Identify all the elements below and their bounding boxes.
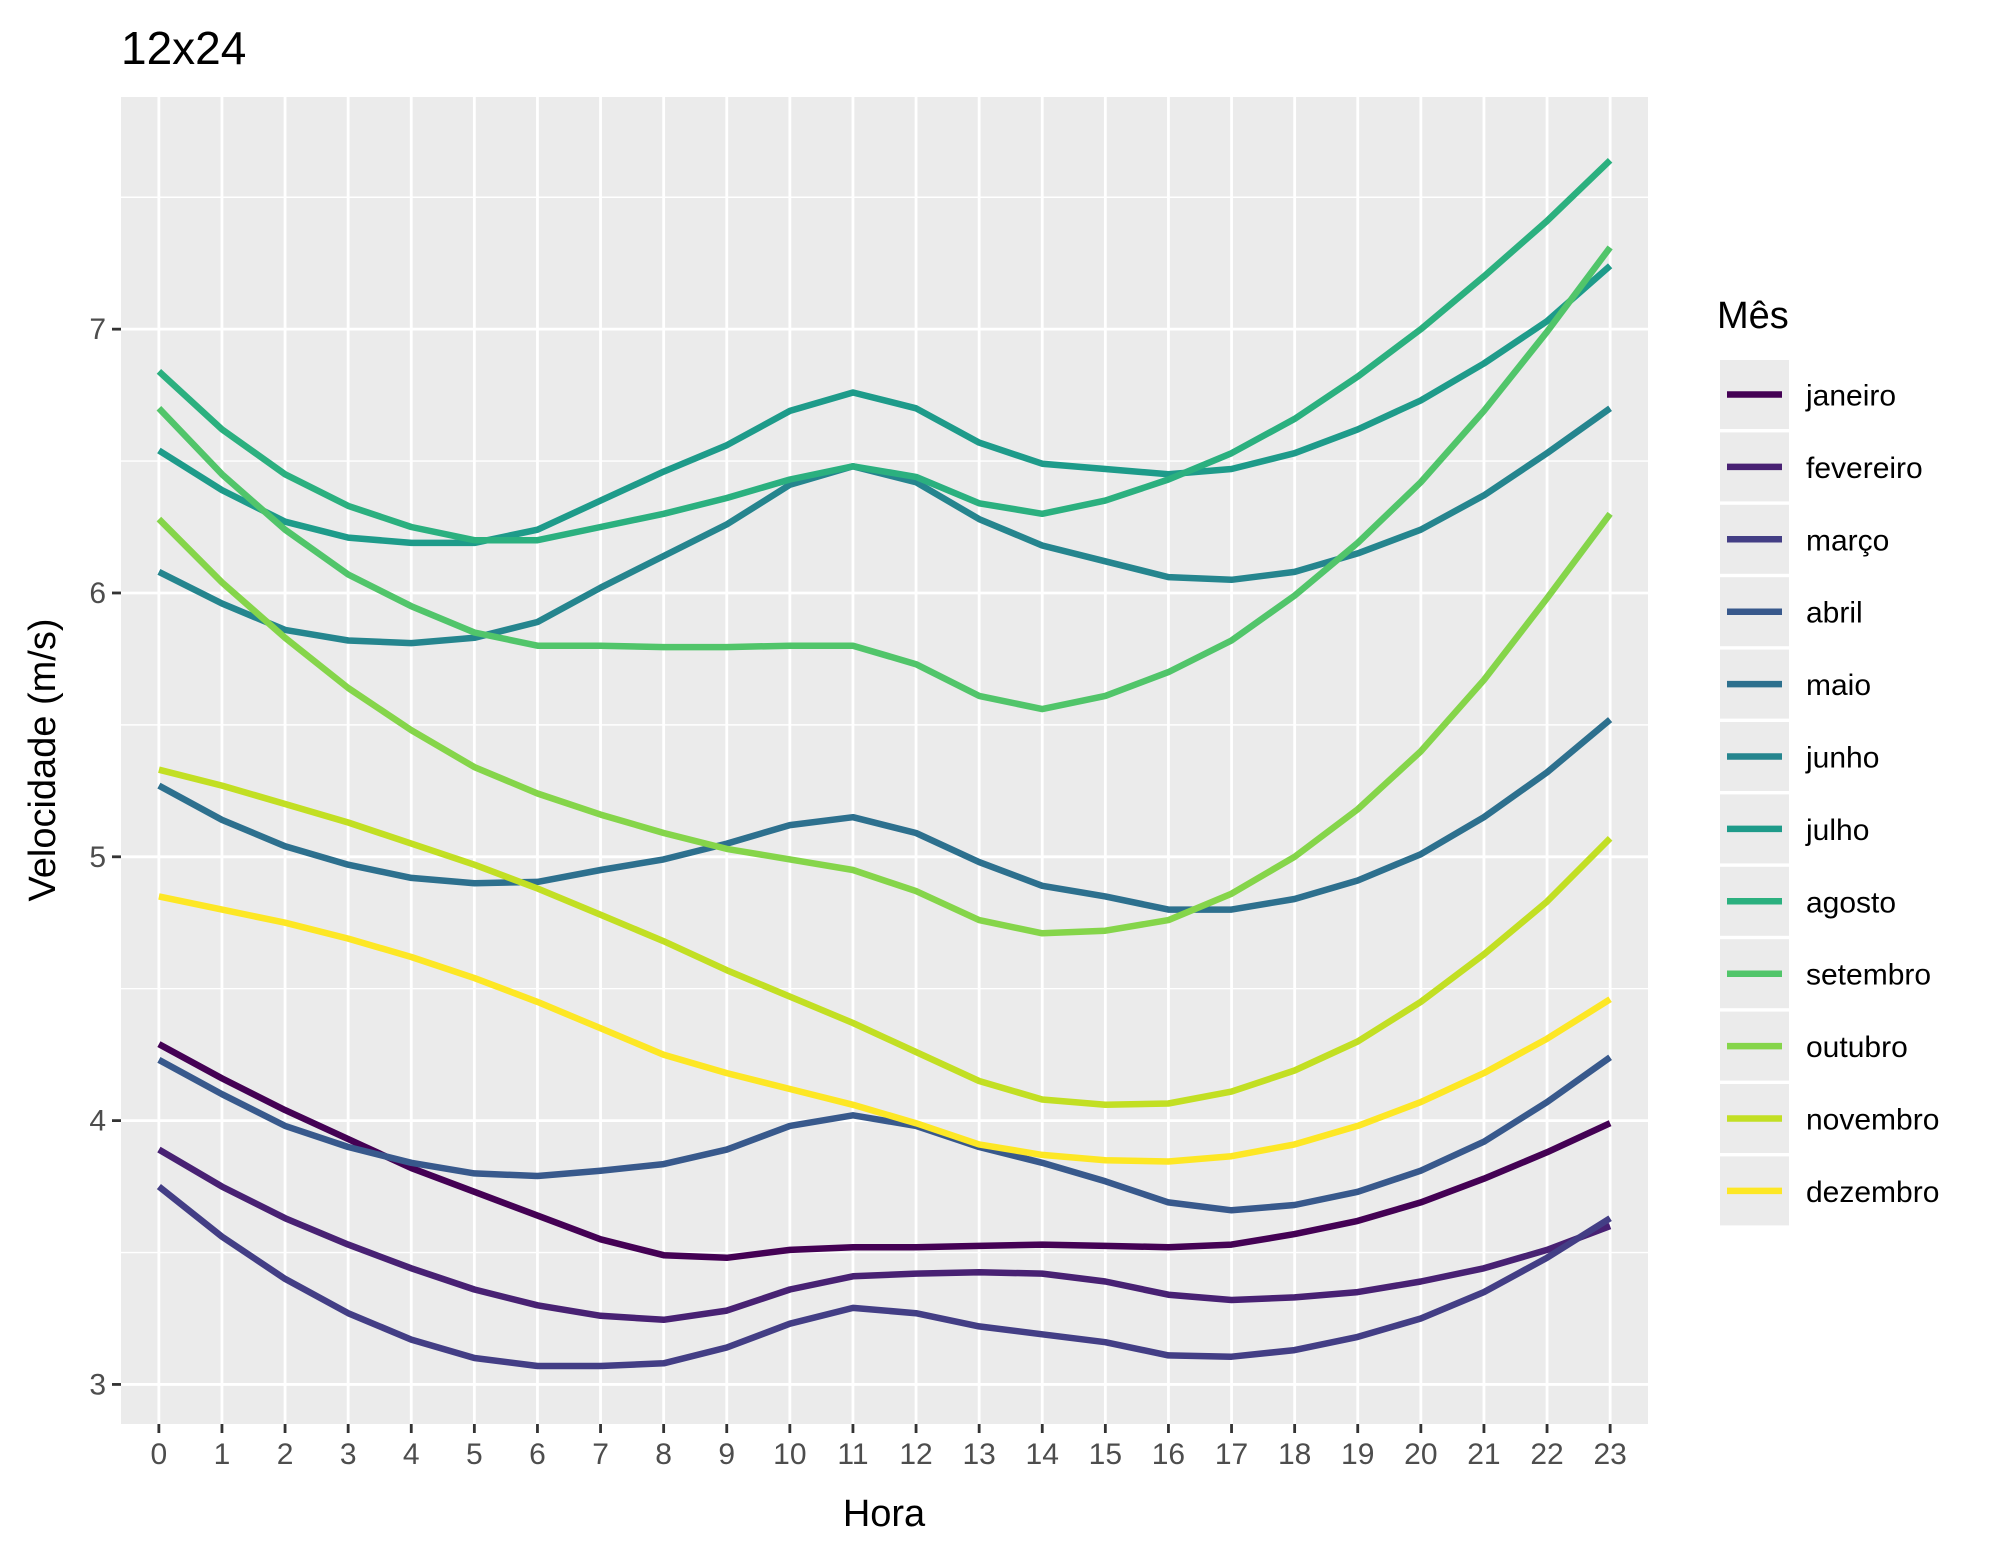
x-tick-label: 12 [899,1438,932,1471]
x-tick-label: 21 [1467,1438,1500,1471]
x-tick-label: 22 [1530,1438,1563,1471]
x-axis-title: Hora [843,1493,926,1535]
y-tick-label: 4 [89,1105,106,1138]
legend-label: novembro [1806,1104,1939,1137]
x-tick-label: 3 [340,1438,357,1471]
legend-label: fevereiro [1806,452,1923,485]
legend-label: maio [1806,669,1871,702]
legend: Mês janeiro fevereiro março abril maio junho j… [1717,295,1939,1226]
legend-label: julho [1805,814,1869,847]
legend-label: dezembro [1806,1176,1939,1209]
y-tick-label: 6 [89,577,106,610]
legend-label: setembro [1806,959,1931,992]
legend-label: agosto [1806,886,1896,919]
legend-item-março: março [1720,504,1889,574]
x-axis: 0 1 2 3 4 5 6 7 8 9 10 11 12 13 14 15 16 17 18 19 20 21 22 23 [151,1424,1627,1471]
x-tick-label: 15 [1089,1438,1122,1471]
x-tick-label: 7 [592,1438,609,1471]
x-tick-label: 5 [466,1438,483,1471]
legend-item-setembro: setembro [1720,939,1931,1009]
series-line-novembro [158,766,1613,1109]
series-line-outubro [156,511,1613,937]
legend-item-maio: maio [1720,649,1871,719]
legend-label: janeiro [1805,380,1896,413]
series-line-fevereiro [157,1146,1612,1324]
series-line-julho [157,263,1613,547]
series-line-dezembro [158,893,1612,1165]
x-tick-label: 8 [655,1438,672,1471]
legend-label: março [1806,524,1889,557]
x-tick-label: 1 [214,1438,231,1471]
series-line-abril [157,1054,1612,1214]
legend-item-julho: julho [1720,794,1869,864]
y-axis-title: Velocidade (m/s) [22,618,64,901]
plot-panel [121,97,1648,1424]
y-axis: 3 4 5 6 7 [89,313,121,1401]
x-tick-label: 13 [962,1438,995,1471]
series-line-março [156,1184,1612,1370]
x-tick-label: 6 [529,1438,546,1471]
legend-item-abril: abril [1720,577,1863,647]
legend-label: outubro [1806,1031,1908,1064]
y-tick-label: 7 [89,313,106,346]
x-tick-label: 2 [277,1438,294,1471]
x-tick-label: 16 [1152,1438,1185,1471]
legend-item-fevereiro: fevereiro [1720,432,1923,502]
legend-item-agosto: agosto [1720,866,1896,936]
x-tick-label: 10 [773,1438,806,1471]
x-tick-label: 4 [403,1438,420,1471]
x-tick-label: 17 [1215,1438,1248,1471]
x-tick-label: 9 [718,1438,735,1471]
x-tick-label: 0 [151,1438,168,1471]
x-tick-label: 19 [1341,1438,1374,1471]
y-tick-label: 5 [89,841,106,874]
y-tick-label: 3 [89,1368,106,1401]
legend-item-dezembro: dezembro [1720,1156,1939,1226]
series-line-maio [157,717,1613,913]
legend-label: junho [1805,742,1879,775]
legend-item-novembro: novembro [1720,1084,1939,1153]
series-line-agosto [156,157,1613,544]
legend-label: abril [1806,597,1863,630]
minor-gridlines [121,196,1648,1254]
legend-item-junho: junho [1720,722,1879,791]
series-line-setembro [156,245,1613,713]
x-tick-label: 23 [1593,1438,1626,1471]
legend-title: Mês [1717,295,1789,337]
legend-item-outubro: outubro [1720,1011,1908,1081]
x-tick-label: 14 [1026,1438,1059,1471]
legend-item-janeiro: janeiro [1720,360,1896,429]
chart-title: 12x24 [121,22,246,74]
series-lines [156,157,1613,1370]
x-tick-label: 20 [1404,1438,1437,1471]
x-tick-label: 18 [1278,1438,1311,1471]
x-tick-label: 11 [837,1438,868,1471]
